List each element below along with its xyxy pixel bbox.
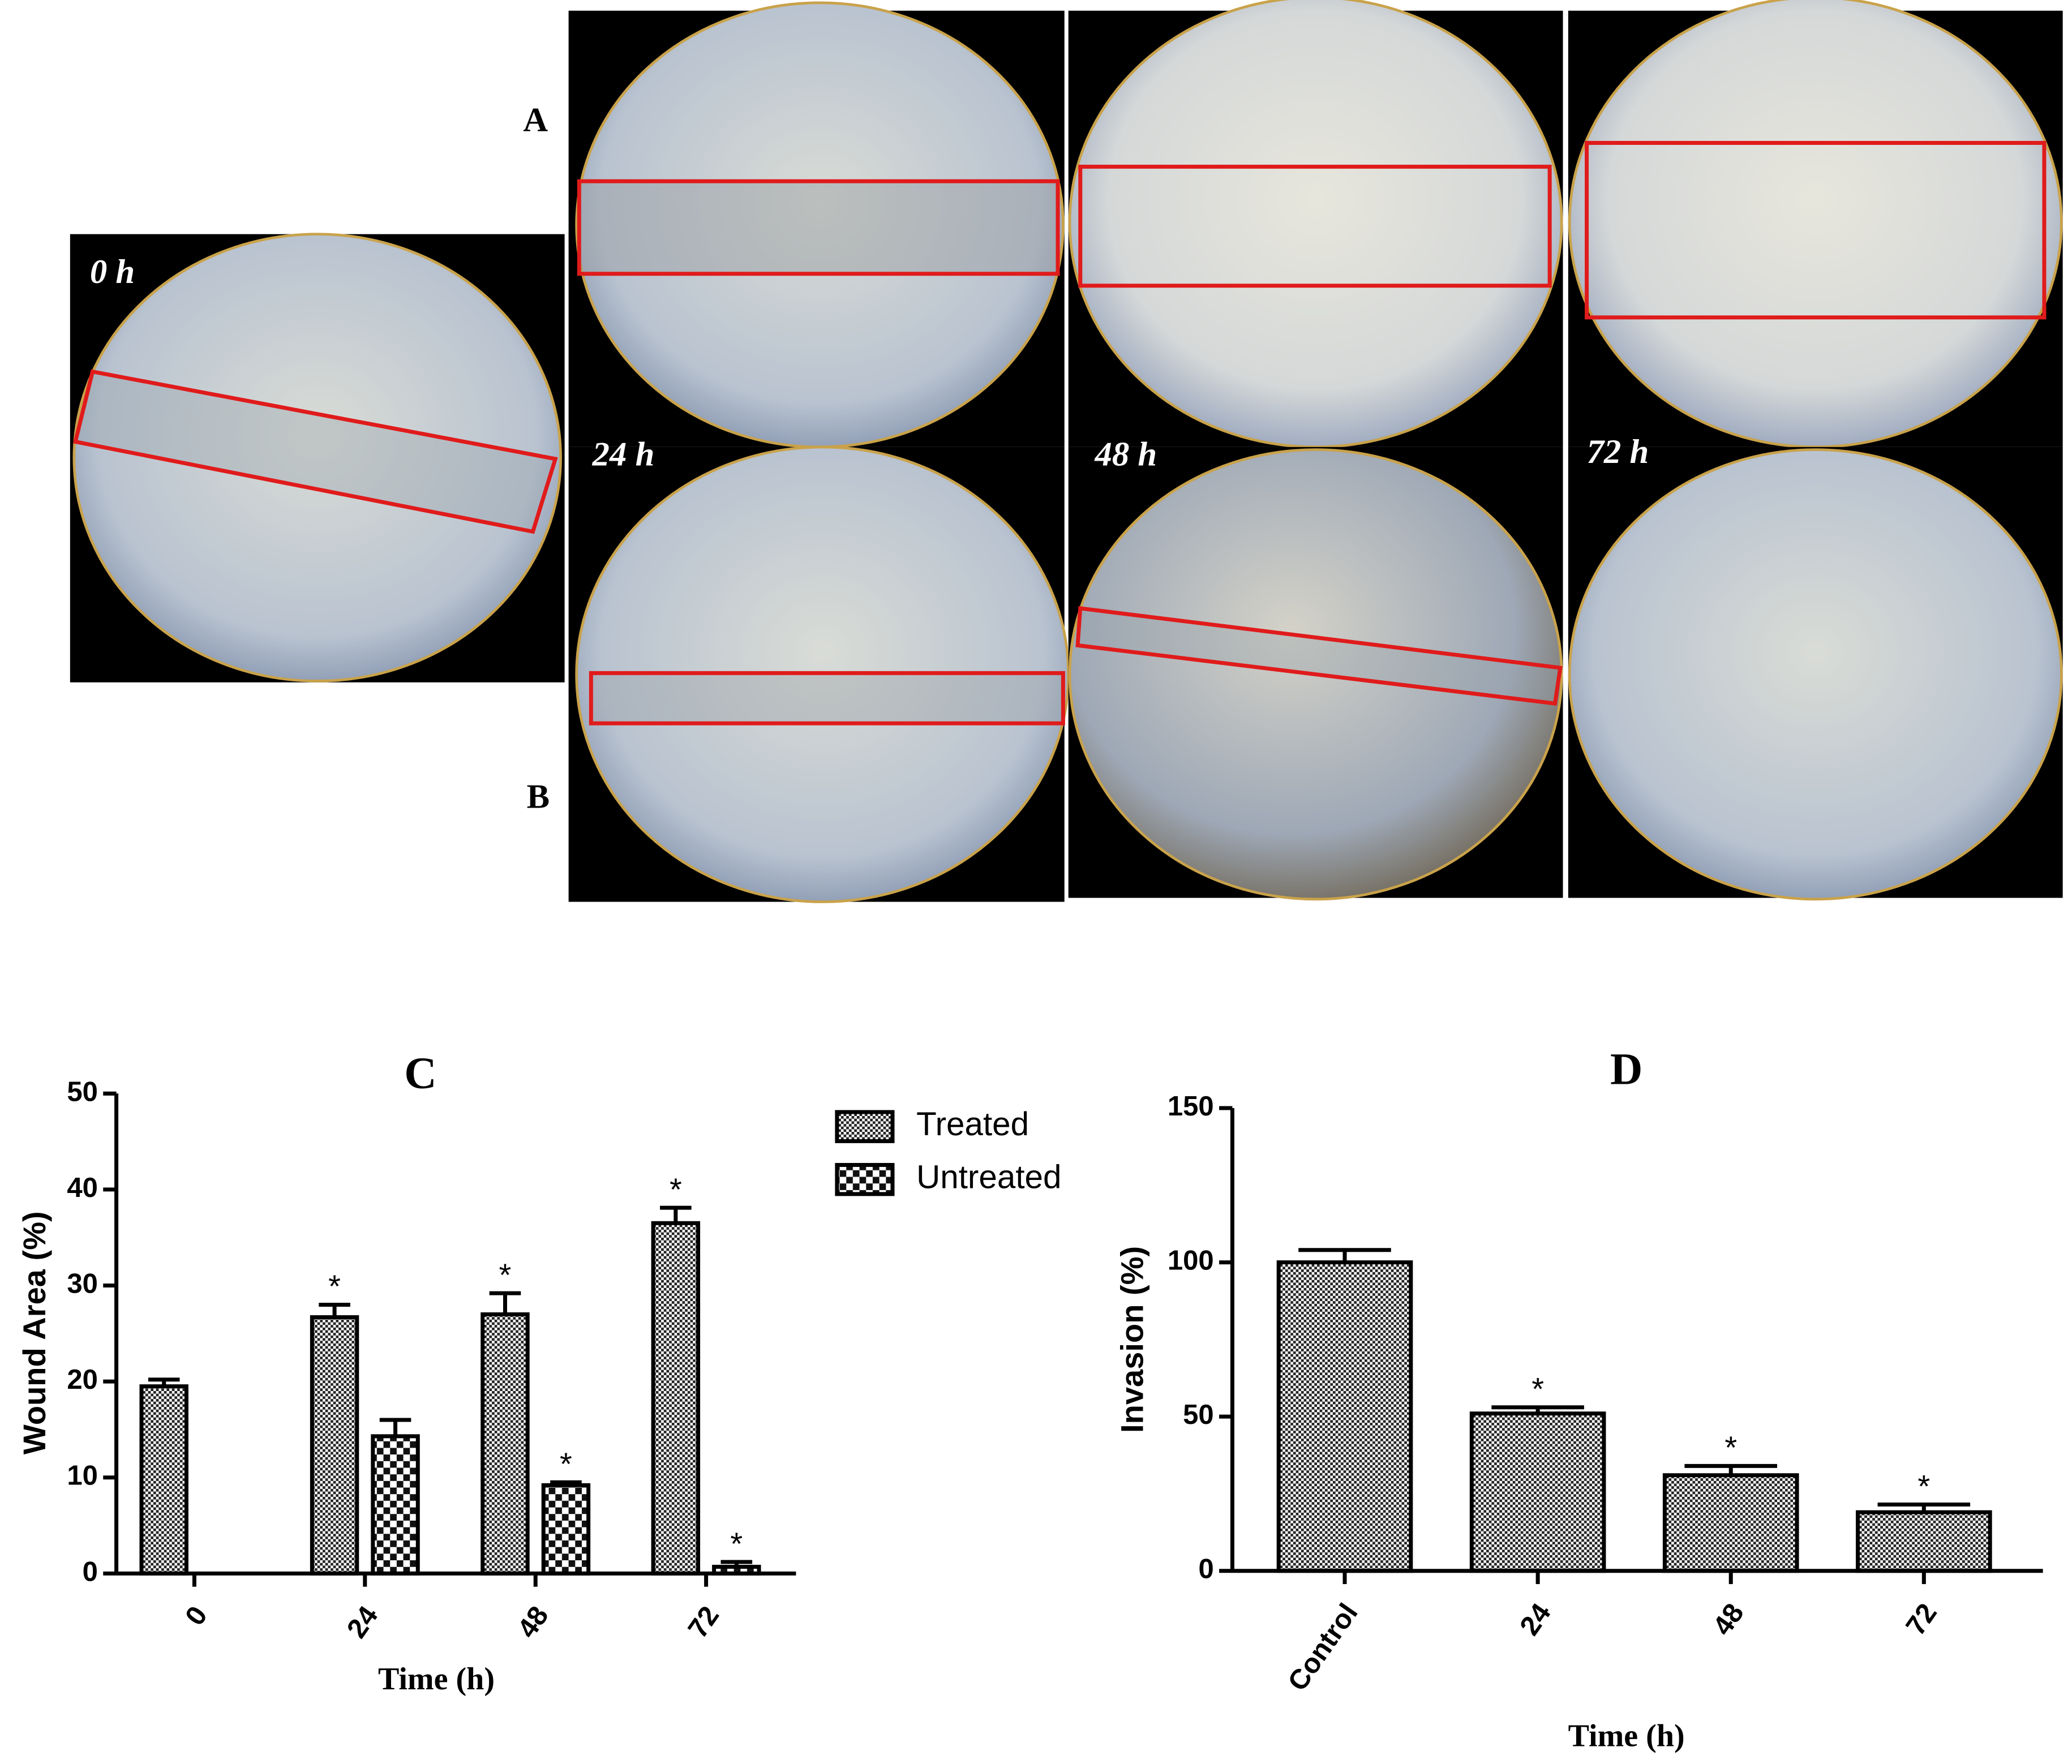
significance-marker: *: [328, 1268, 341, 1304]
row-label: B: [527, 778, 550, 816]
x-tick-label: 24: [341, 1600, 384, 1643]
x-tick-label: 72: [1900, 1598, 1943, 1641]
significance-marker: *: [499, 1257, 512, 1293]
x-axis-title: Time (h): [1568, 1718, 1685, 1753]
significance-marker: *: [1724, 1430, 1737, 1465]
chart-title: D: [1610, 1044, 1642, 1094]
bar: [1469, 1411, 1606, 1573]
y-axis-title: Invasion (%): [1114, 1246, 1149, 1433]
x-tick-label: 24: [1514, 1598, 1557, 1641]
significance-marker: *: [670, 1171, 682, 1207]
y-tick-label: 10: [67, 1461, 98, 1491]
chart-title: C: [404, 1049, 436, 1098]
row-label: A: [523, 101, 548, 139]
legend-label: Treated: [916, 1106, 1029, 1143]
x-tick-label: 72: [683, 1601, 726, 1644]
micrographs: [70, 0, 2063, 903]
significance-marker: *: [560, 1446, 572, 1482]
x-tick-label: Control: [1282, 1598, 1363, 1697]
bar: [1662, 1473, 1799, 1573]
bar: [481, 1312, 530, 1576]
y-tick-label: 150: [1168, 1091, 1214, 1122]
bar: [651, 1221, 701, 1576]
x-tick-label: 48: [512, 1601, 555, 1644]
bar: [310, 1315, 359, 1576]
y-tick-label: 50: [67, 1076, 98, 1107]
time-label: 0 h: [90, 253, 135, 291]
y-tick-label: 50: [1183, 1400, 1214, 1430]
bar: [371, 1434, 420, 1576]
y-tick-label: 30: [67, 1268, 98, 1299]
significance-marker: *: [1532, 1371, 1544, 1407]
x-tick-label: 0: [179, 1601, 213, 1631]
time-label: 48 h: [1094, 435, 1157, 473]
significance-marker: *: [1917, 1468, 1930, 1504]
x-axis-title: Time (h): [378, 1662, 495, 1697]
y-axis-title: Wound Area (%): [16, 1211, 52, 1454]
y-tick-label: 20: [67, 1364, 98, 1395]
bar: [139, 1384, 188, 1576]
legend-swatch: [835, 1162, 895, 1196]
legend-label: Untreated: [916, 1159, 1061, 1196]
y-tick-label: 40: [67, 1173, 98, 1203]
time-label: 72 h: [1587, 433, 1649, 471]
bar: [1856, 1510, 1992, 1573]
time-label: 24 h: [592, 435, 655, 473]
y-tick-label: 100: [1168, 1246, 1214, 1276]
bar: [1276, 1260, 1413, 1573]
bar: [541, 1483, 591, 1576]
legend-swatch: [835, 1110, 895, 1143]
y-tick-label: 0: [83, 1556, 98, 1587]
significance-marker: *: [730, 1526, 743, 1561]
y-tick-label: 0: [1198, 1554, 1213, 1585]
x-tick-label: 48: [1707, 1598, 1750, 1641]
